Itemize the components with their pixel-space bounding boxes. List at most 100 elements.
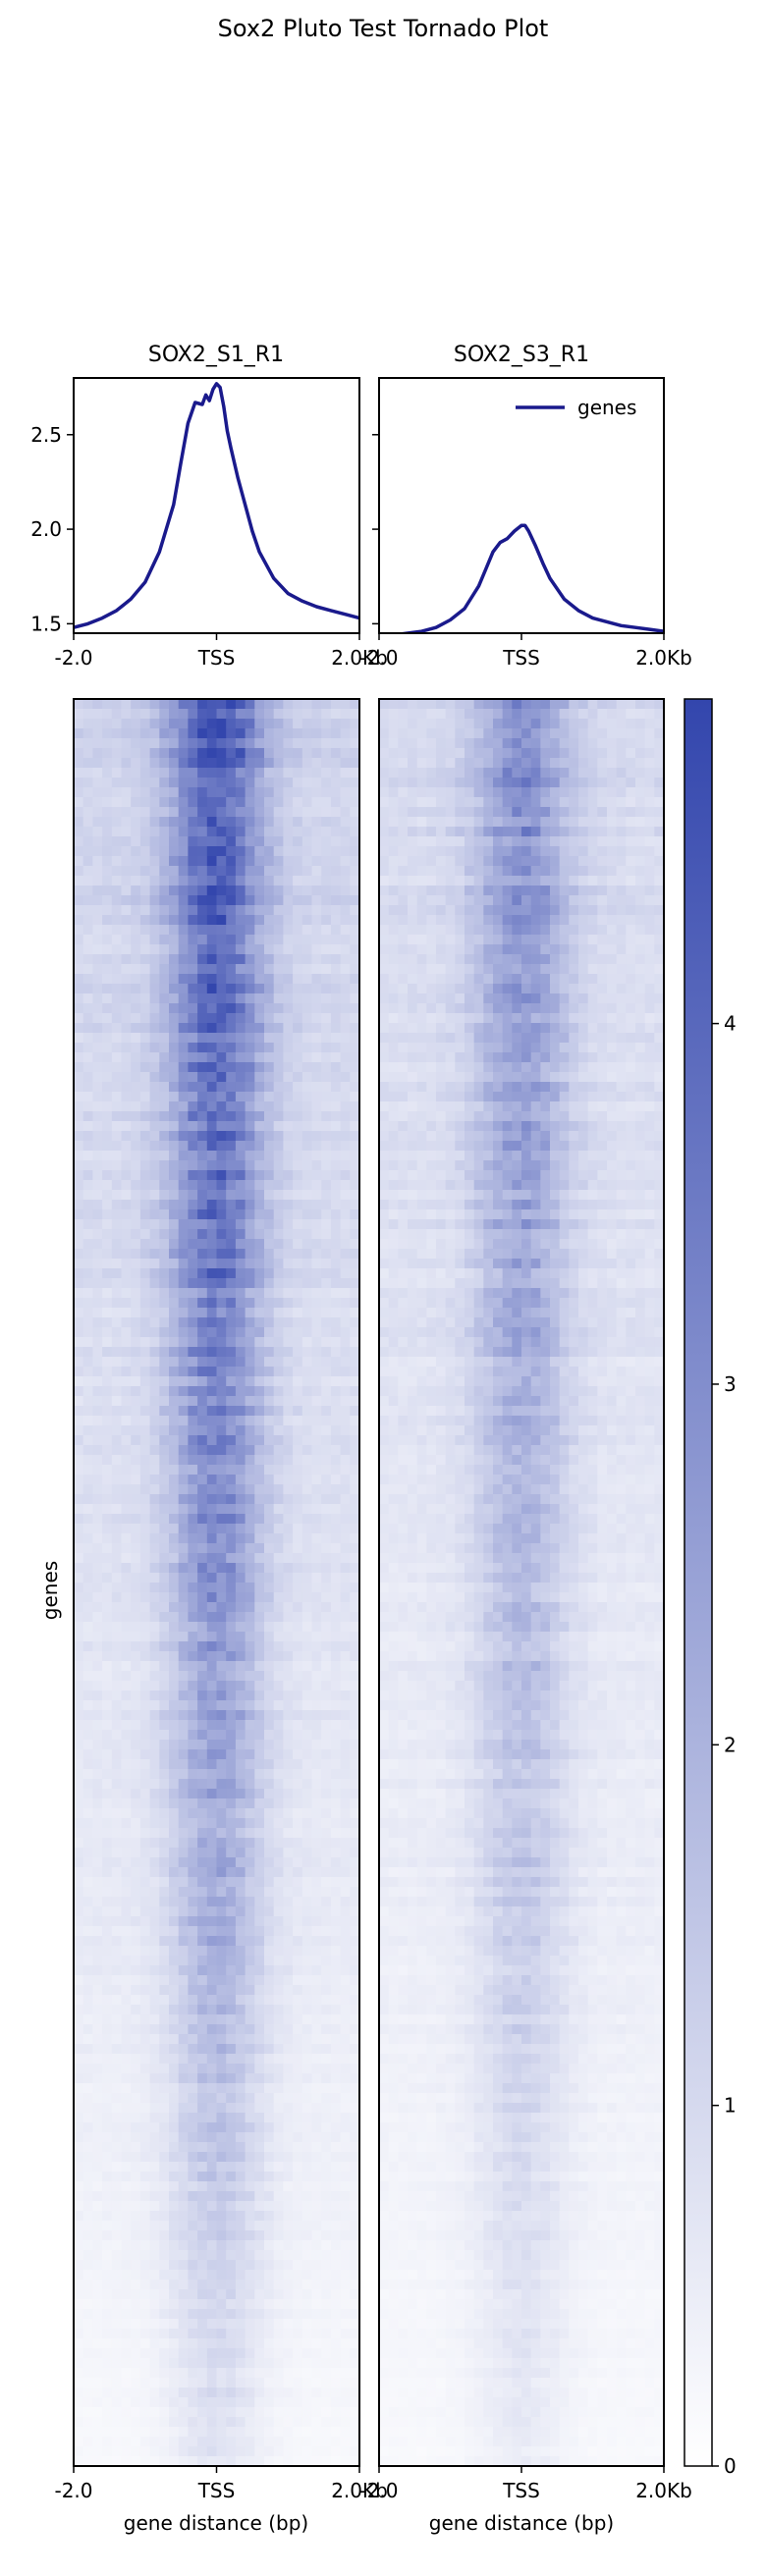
heatmap-cell	[159, 1111, 170, 1122]
heatmap-cell	[92, 905, 103, 916]
heatmap-cell	[226, 827, 237, 837]
heatmap-cell	[188, 1121, 198, 1132]
heatmap-cell	[206, 1337, 218, 1348]
heatmap-cell	[178, 1121, 189, 1132]
heatmap-cell	[169, 1072, 180, 1083]
heatmap-cell	[226, 1043, 237, 1053]
heatmap-cell	[102, 1200, 113, 1210]
heatmap-cell	[74, 1710, 84, 1721]
heatmap-cell	[293, 1838, 303, 1849]
heatmap-cell	[321, 1101, 332, 1112]
heatmap-cell	[273, 1043, 284, 1053]
heatmap-cell	[330, 1798, 342, 1809]
heatmap-cell	[273, 836, 284, 847]
heatmap-cell	[273, 1317, 284, 1328]
heatmap-cell	[301, 787, 313, 798]
heatmap-cell	[321, 1946, 332, 1957]
heatmap-cell	[216, 1985, 227, 1996]
profile-xtick-label: 2.0Kb	[331, 646, 388, 670]
heatmap-cell	[264, 1592, 275, 1603]
heatmap-cell	[74, 2299, 84, 2310]
heatmap-cell	[92, 2014, 103, 2025]
heatmap-cell	[350, 2299, 360, 2310]
heatmap-cell	[283, 1308, 294, 1318]
heatmap-cell	[149, 1308, 160, 1318]
heatmap-cell	[111, 2054, 123, 2065]
heatmap-cell	[293, 2152, 303, 2163]
heatmap-cell	[283, 827, 294, 837]
heatmap-cell	[92, 1190, 103, 1201]
heatmap-cell	[82, 1416, 93, 1426]
heatmap-cell	[330, 1975, 342, 1986]
heatmap-cell	[321, 1995, 332, 2006]
heatmap-cell	[169, 1553, 180, 1564]
heatmap-cell	[102, 2319, 113, 2330]
heatmap-cell	[178, 1956, 189, 1966]
heatmap-cell	[350, 1690, 360, 1701]
heatmap-cell	[235, 1357, 246, 1368]
heatmap-cell	[350, 1337, 360, 1348]
heatmap-cell	[311, 905, 322, 916]
heatmap-cell	[235, 1043, 246, 1053]
heatmap-cell	[311, 2083, 322, 2094]
heatmap-cell	[82, 1749, 93, 1760]
heatmap-cell	[139, 1082, 151, 1093]
heatmap-cell	[131, 1268, 141, 1279]
heatmap-cell	[111, 944, 123, 955]
heatmap-cell	[131, 1494, 141, 1505]
heatmap-cell	[149, 787, 160, 798]
heatmap-cell	[92, 1465, 103, 1476]
heatmap-cell	[293, 778, 303, 788]
heatmap-cell	[121, 1209, 132, 1220]
heatmap-cell	[235, 1327, 246, 1338]
heatmap-cell	[330, 2103, 342, 2114]
heatmap-cell	[254, 2289, 265, 2300]
heatmap-cell	[340, 1730, 351, 1741]
heatmap-cell	[283, 1985, 294, 1996]
heatmap-cell	[273, 2152, 284, 2163]
heatmap-cell	[74, 1740, 84, 1750]
heatmap-cell	[178, 1298, 189, 1309]
heatmap-cell	[293, 719, 303, 729]
heatmap-cell	[283, 1936, 294, 1947]
heatmap-cell	[178, 1808, 189, 1819]
heatmap-cell	[350, 1396, 360, 1407]
heatmap-cell	[264, 1946, 275, 1957]
heatmap-cell	[188, 1278, 198, 1289]
heatmap-cell	[283, 1867, 294, 1878]
heatmap-cell	[149, 1062, 160, 1073]
heatmap-cell	[273, 1239, 284, 1250]
heatmap-cell	[340, 2064, 351, 2074]
heatmap-cell	[92, 1151, 103, 1161]
heatmap-cell	[254, 1956, 265, 1966]
heatmap-cell	[340, 1798, 351, 1809]
heatmap-cell	[169, 1641, 180, 1652]
heatmap-cell	[149, 856, 160, 867]
heatmap-cell	[235, 1995, 246, 2006]
heatmap-cell	[311, 1808, 322, 1819]
heatmap-cell	[340, 1690, 351, 1701]
heatmap-cell	[178, 944, 189, 955]
heatmap-cell	[197, 1514, 208, 1525]
heatmap-cell	[197, 1219, 208, 1230]
heatmap-cell	[178, 876, 189, 886]
heatmap-cell	[121, 925, 132, 936]
heatmap-cell	[178, 1219, 189, 1230]
heatmap-cell	[206, 1641, 218, 1652]
heatmap-cell	[264, 1494, 275, 1505]
heatmap-cell	[169, 1494, 180, 1505]
heatmap-cell	[121, 1180, 132, 1191]
heatmap-cell	[82, 1779, 93, 1790]
heatmap-cell	[197, 1337, 208, 1348]
heatmap-cell	[82, 1897, 93, 1907]
heatmap-cell	[321, 2054, 332, 2065]
heatmap-cell	[301, 709, 313, 720]
heatmap-cell	[121, 1288, 132, 1299]
heatmap-cell	[235, 1033, 246, 1044]
heatmap-cell	[264, 1131, 275, 1142]
heatmap-cell	[178, 1504, 189, 1515]
heatmap-cell	[121, 935, 132, 945]
heatmap-cell	[139, 2122, 151, 2133]
heatmap-cell	[245, 915, 255, 926]
heatmap-cell	[159, 2073, 170, 2084]
